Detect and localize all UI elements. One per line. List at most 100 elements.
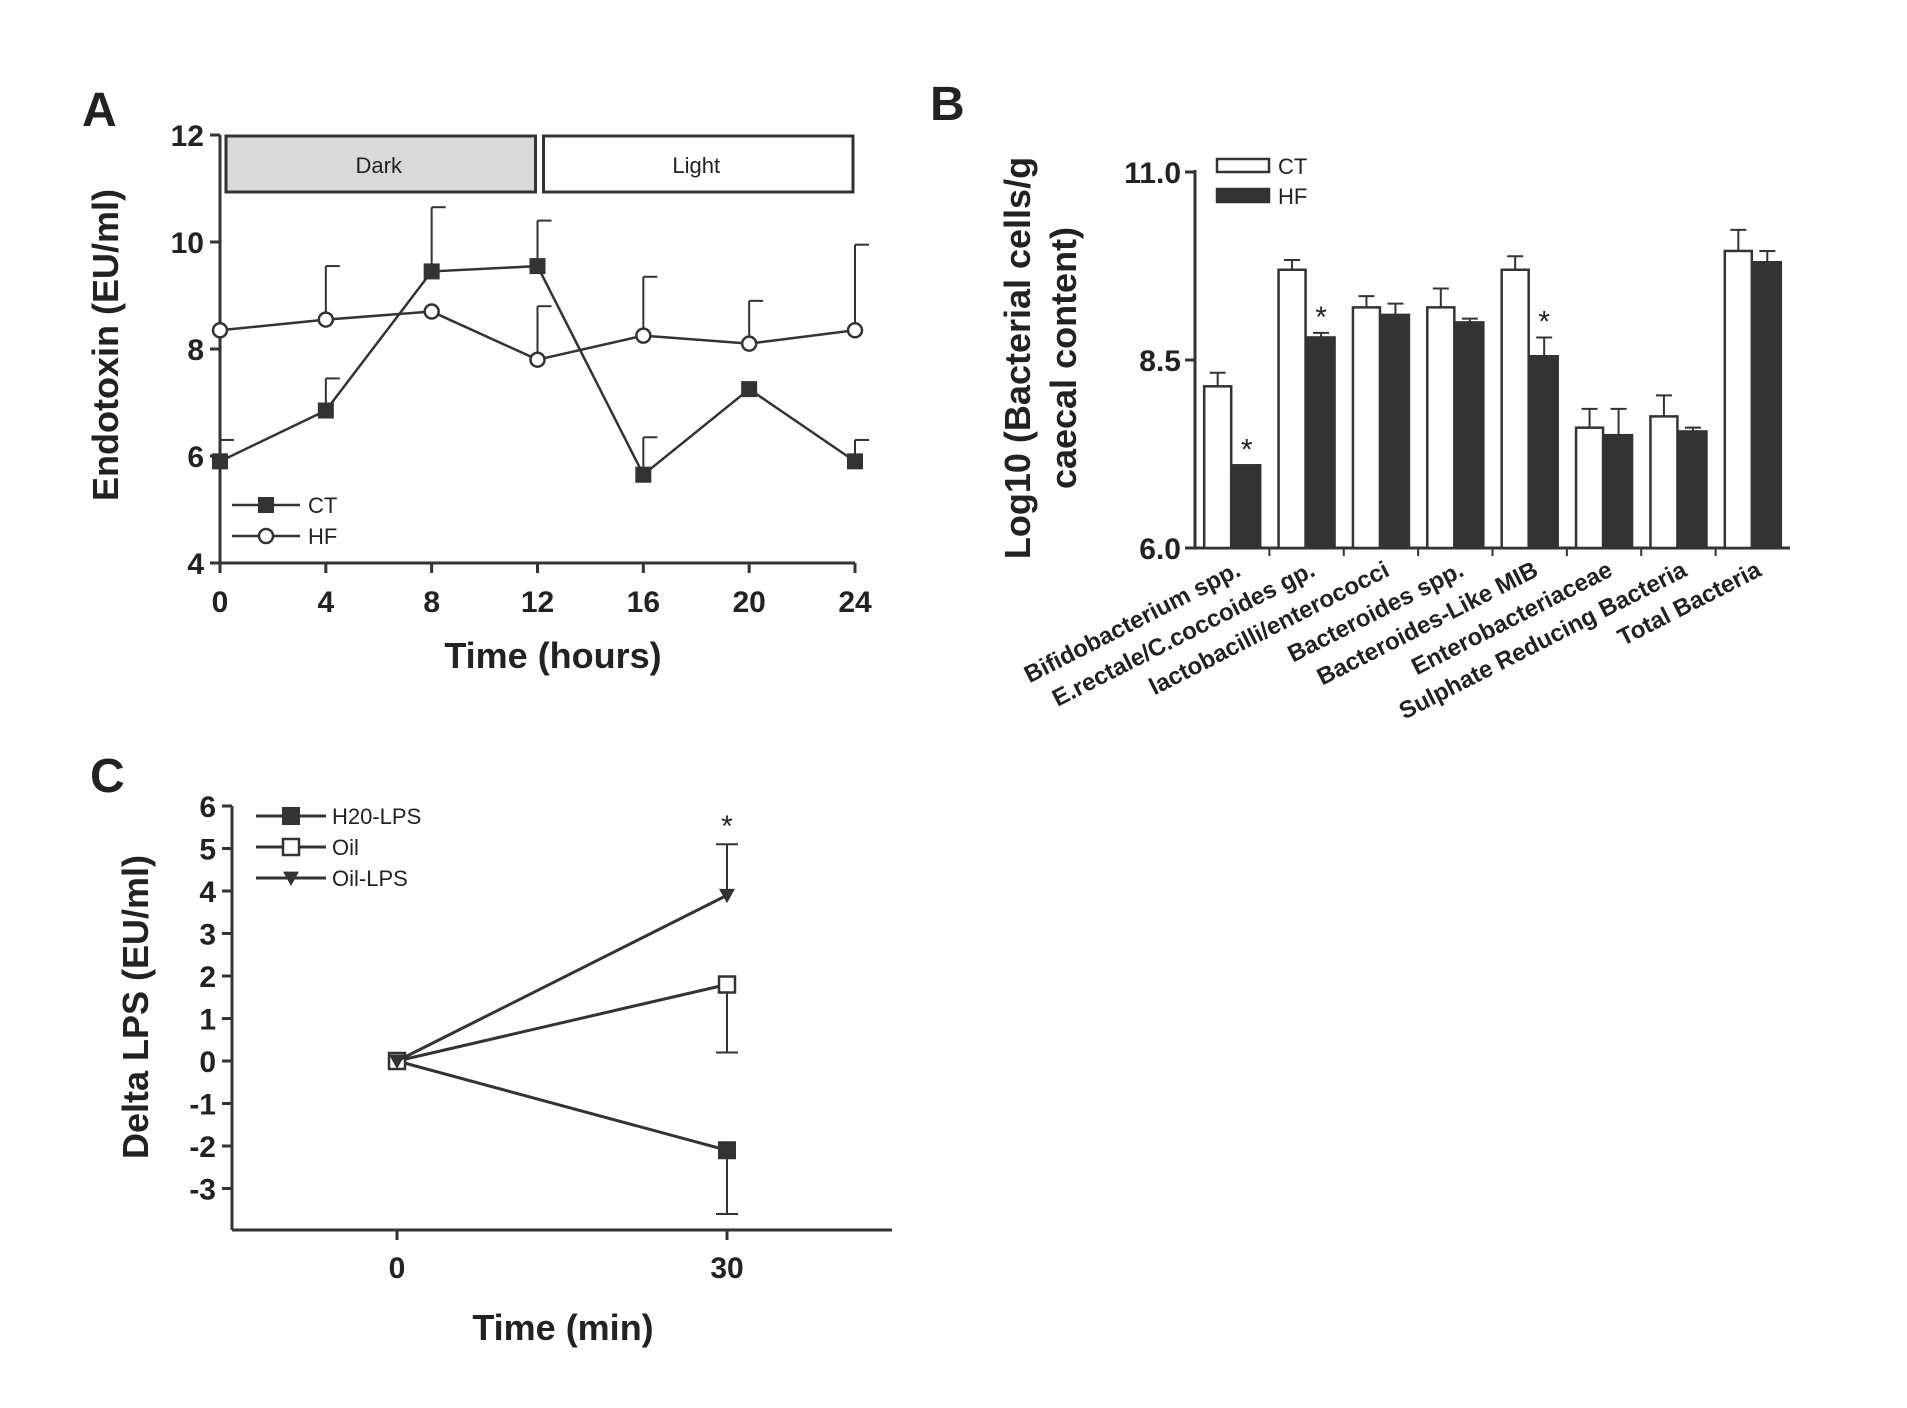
- panel-c-line-chart: C Delta LPS (EU/ml) Time (min) -3 -2 -1 0 1 2…: [90, 750, 892, 1348]
- band-label: Dark: [356, 153, 403, 178]
- y-tick-label: 12: [171, 120, 204, 153]
- y-axis-title: Delta LPS (EU/ml): [115, 855, 156, 1159]
- y-tick-label: 11.0: [1124, 157, 1181, 190]
- legend-label: CT: [1278, 154, 1307, 179]
- data-point: [317, 402, 334, 419]
- data-point: [635, 327, 652, 344]
- series-oil: Oil: [256, 835, 738, 1071]
- significance-marker: *: [721, 810, 733, 843]
- x-tick-label: 16: [627, 586, 660, 619]
- y-tick-label: 6: [199, 791, 216, 824]
- series-line: [396, 893, 728, 1063]
- series-ct: CT: [212, 206, 869, 518]
- x-tick-label: 12: [521, 586, 554, 619]
- legend-label: HF: [308, 524, 337, 549]
- data-point: [212, 453, 228, 470]
- band-dark: [224, 134, 537, 194]
- y-axis-title-line-1: Log10 (Bacterial cells/g: [997, 157, 1038, 559]
- x-tick-label: 24: [838, 586, 872, 619]
- series-hf: HF: [1215, 184, 1783, 550]
- bar: [1426, 306, 1456, 550]
- data-point: [211, 322, 229, 339]
- x-tick-label: 8: [423, 586, 440, 619]
- data-point: [717, 975, 737, 994]
- y-tick-label: 6: [187, 441, 204, 474]
- bar: [1380, 313, 1411, 550]
- y-axis-title: Endotoxin (EU/ml): [85, 189, 126, 501]
- panel-letter: B: [930, 78, 965, 131]
- data-point: [635, 466, 652, 483]
- data-point: [847, 453, 863, 470]
- x-axis-title: Time (min): [472, 1307, 653, 1348]
- y-tick-label: 4: [187, 548, 204, 581]
- data-point: [423, 303, 440, 320]
- legend-label: HF: [1278, 184, 1307, 209]
- y-tick-label: 8: [187, 334, 204, 367]
- panel-b-bar-chart: B Log10 (Bacterial cells/g caecal conten…: [930, 78, 1790, 725]
- x-axis-title: Time (hours): [444, 635, 661, 676]
- bar: [1202, 385, 1233, 550]
- bar: [1752, 260, 1783, 550]
- x-tick-label: 0: [212, 586, 229, 619]
- bar: [1529, 354, 1559, 550]
- legend-label: CT: [308, 493, 337, 518]
- bar: [1351, 306, 1382, 550]
- band-label: Light: [672, 153, 720, 178]
- panel-letter: A: [82, 84, 117, 137]
- series-hf: HF: [211, 243, 869, 549]
- legend-swatch: [1215, 157, 1271, 174]
- data-point: [846, 322, 864, 339]
- y-tick-label: 2: [199, 961, 216, 994]
- legend-swatch: [1215, 187, 1271, 204]
- y-tick-label: 4: [199, 876, 216, 909]
- legend-marker: [257, 527, 275, 545]
- series-h20-lps: H20-LPS: [256, 804, 738, 1215]
- series-ct: CT: [1202, 154, 1754, 550]
- significance-marker: *: [1538, 305, 1550, 338]
- series-line: [396, 983, 728, 1063]
- bar: [1277, 268, 1307, 550]
- data-point: [740, 335, 758, 352]
- panel-letter: C: [90, 750, 125, 803]
- y-tick-label: 6.0: [1139, 533, 1181, 566]
- significance-marker: *: [1241, 433, 1253, 466]
- data-point: [389, 1054, 405, 1069]
- bar: [1455, 321, 1485, 550]
- data-point: [423, 263, 440, 280]
- legend-marker: [282, 807, 300, 825]
- bar: [1306, 336, 1336, 550]
- data-point: [317, 311, 335, 328]
- bar: [1603, 433, 1634, 550]
- data-point: [719, 888, 735, 904]
- bar: [1678, 430, 1708, 550]
- legend-label: H20-LPS: [332, 804, 421, 829]
- y-tick-label: 5: [199, 834, 216, 867]
- y-tick-label: 0: [199, 1046, 216, 1079]
- data-point: [741, 381, 758, 398]
- y-tick-label: 3: [199, 919, 216, 952]
- legend-marker: [281, 837, 301, 857]
- legend-label: Oil-LPS: [332, 866, 408, 891]
- legend-marker: [283, 871, 299, 886]
- bar: [1500, 268, 1530, 550]
- y-tick-label: -1: [189, 1089, 216, 1122]
- significance-marker: *: [1315, 301, 1327, 334]
- y-tick-label: 8.5: [1139, 345, 1181, 378]
- y-tick-label: -3: [189, 1174, 216, 1207]
- bar: [1723, 249, 1754, 550]
- x-tick-label: 0: [389, 1252, 406, 1285]
- series-line: [396, 1059, 728, 1152]
- x-tick-label: 30: [710, 1252, 743, 1285]
- data-point: [529, 258, 546, 275]
- y-tick-label: 1: [199, 1004, 216, 1037]
- legend-marker: [258, 497, 274, 513]
- band-light: [542, 134, 855, 194]
- data-point: [718, 1141, 736, 1160]
- bar: [1649, 415, 1679, 550]
- bar: [1231, 464, 1262, 550]
- panel-a-line-chart: A Endotoxin (EU/ml) Time (hours) Dark Lig…: [82, 84, 872, 676]
- x-tick-label: 20: [732, 586, 765, 619]
- y-tick-label: -2: [189, 1131, 216, 1164]
- series-line: [219, 264, 856, 477]
